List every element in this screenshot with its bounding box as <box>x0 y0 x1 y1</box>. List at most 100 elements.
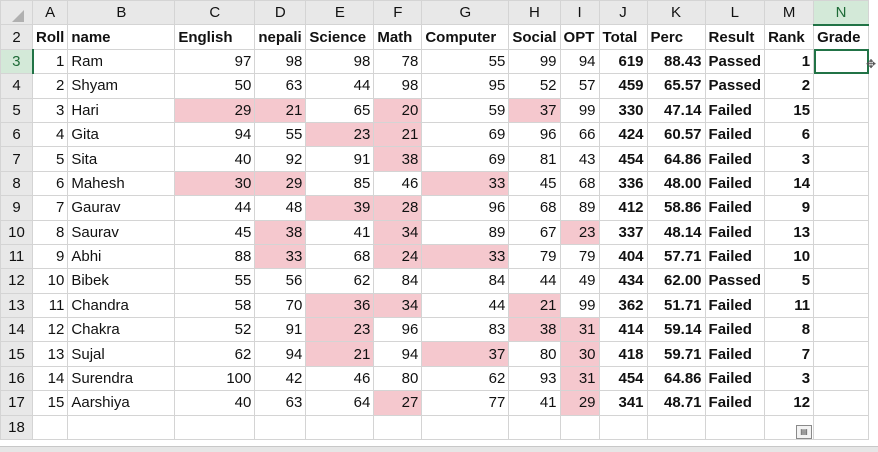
english-cell[interactable]: 100 <box>174 365 256 392</box>
result-cell[interactable]: Failed <box>704 219 766 245</box>
social-cell[interactable]: 67 <box>508 219 561 245</box>
row-header-14[interactable]: 14 <box>0 317 33 343</box>
grade-cell[interactable] <box>813 390 870 416</box>
grade-cell[interactable] <box>813 219 870 245</box>
name-cell[interactable]: Surendra <box>67 365 176 392</box>
computer-cell[interactable]: 77 <box>421 390 510 416</box>
science-cell[interactable]: 85 <box>305 170 375 197</box>
grade-cell[interactable] <box>813 341 870 367</box>
name-cell[interactable]: Abhi <box>67 243 176 270</box>
total-cell[interactable]: 434 <box>598 268 648 294</box>
total-cell[interactable]: 404 <box>598 243 648 270</box>
empty-cell[interactable] <box>646 414 706 441</box>
result-cell[interactable]: Failed <box>704 390 766 416</box>
math-cell[interactable]: 28 <box>373 195 423 221</box>
perc-cell[interactable]: 64.86 <box>646 146 706 172</box>
column-header-d[interactable]: D <box>254 0 307 26</box>
total-cell[interactable]: 459 <box>598 73 648 99</box>
perc-cell[interactable]: 47.14 <box>646 97 706 123</box>
empty-cell[interactable] <box>305 414 375 441</box>
name-cell[interactable]: Mahesh <box>67 170 176 197</box>
name-cell[interactable]: Shyam <box>67 73 176 99</box>
rank-cell[interactable]: 7 <box>764 341 815 367</box>
empty-cell[interactable] <box>559 414 600 441</box>
english-cell[interactable]: 40 <box>174 390 256 416</box>
name-cell[interactable]: Gaurav <box>67 195 176 221</box>
paste-options-icon[interactable]: ▤ <box>796 425 812 439</box>
rank-cell[interactable]: 11 <box>764 292 815 319</box>
column-header-a[interactable]: A <box>31 0 69 26</box>
row-header-9[interactable]: 9 <box>0 195 33 221</box>
science-cell[interactable]: 91 <box>305 146 375 172</box>
opt-cell[interactable]: 23 <box>559 219 600 245</box>
nepali-cell[interactable]: 63 <box>254 73 307 99</box>
total-cell[interactable]: 362 <box>598 292 648 319</box>
header-cell-roll[interactable]: Roll <box>31 24 69 50</box>
row-header-2[interactable]: 2 <box>0 24 33 50</box>
grade-cell[interactable] <box>813 73 870 99</box>
header-cell-english[interactable]: English <box>174 24 256 50</box>
row-header-8[interactable]: 8 <box>0 170 33 197</box>
row-header-13[interactable]: 13 <box>0 292 33 319</box>
english-cell[interactable]: 29 <box>174 97 256 123</box>
empty-cell[interactable] <box>67 414 176 441</box>
name-cell[interactable]: Hari <box>67 97 176 123</box>
english-cell[interactable]: 50 <box>174 73 256 99</box>
nepali-cell[interactable]: 63 <box>254 390 307 416</box>
roll-cell[interactable]: 13 <box>31 341 69 367</box>
header-cell-math[interactable]: Math <box>373 24 423 50</box>
roll-cell[interactable]: 1 <box>31 48 69 75</box>
english-cell[interactable]: 44 <box>174 195 256 221</box>
roll-cell[interactable]: 10 <box>31 268 69 294</box>
english-cell[interactable]: 45 <box>174 219 256 245</box>
total-cell[interactable]: 330 <box>598 97 648 123</box>
opt-cell[interactable]: 66 <box>559 121 600 148</box>
roll-cell[interactable]: 3 <box>31 97 69 123</box>
opt-cell[interactable]: 49 <box>559 268 600 294</box>
grade-cell[interactable] <box>813 268 870 294</box>
roll-cell[interactable]: 6 <box>31 170 69 197</box>
computer-cell[interactable]: 62 <box>421 365 510 392</box>
result-cell[interactable]: Failed <box>704 317 766 343</box>
math-cell[interactable]: 84 <box>373 268 423 294</box>
opt-cell[interactable]: 99 <box>559 292 600 319</box>
roll-cell[interactable]: 2 <box>31 73 69 99</box>
nepali-cell[interactable]: 21 <box>254 97 307 123</box>
math-cell[interactable]: 96 <box>373 317 423 343</box>
perc-cell[interactable]: 88.43 <box>646 48 706 75</box>
result-cell[interactable]: Failed <box>704 341 766 367</box>
computer-cell[interactable]: 33 <box>421 170 510 197</box>
computer-cell[interactable]: 33 <box>421 243 510 270</box>
social-cell[interactable]: 81 <box>508 146 561 172</box>
nepali-cell[interactable]: 48 <box>254 195 307 221</box>
english-cell[interactable]: 88 <box>174 243 256 270</box>
name-cell[interactable]: Chakra <box>67 317 176 343</box>
header-cell-social[interactable]: Social <box>508 24 561 50</box>
math-cell[interactable]: 46 <box>373 170 423 197</box>
header-cell-grade[interactable]: Grade <box>813 24 870 50</box>
row-header-12[interactable]: 12 <box>0 268 33 294</box>
nepali-cell[interactable]: 29 <box>254 170 307 197</box>
row-header-10[interactable]: 10 <box>0 219 33 245</box>
nepali-cell[interactable]: 33 <box>254 243 307 270</box>
math-cell[interactable]: 98 <box>373 73 423 99</box>
opt-cell[interactable]: 31 <box>559 365 600 392</box>
perc-cell[interactable]: 64.86 <box>646 365 706 392</box>
science-cell[interactable]: 21 <box>305 341 375 367</box>
perc-cell[interactable]: 51.71 <box>646 292 706 319</box>
math-cell[interactable]: 80 <box>373 365 423 392</box>
computer-cell[interactable]: 59 <box>421 97 510 123</box>
opt-cell[interactable]: 79 <box>559 243 600 270</box>
row-header-16[interactable]: 16 <box>0 365 33 392</box>
computer-cell[interactable]: 83 <box>421 317 510 343</box>
science-cell[interactable]: 39 <box>305 195 375 221</box>
opt-cell[interactable]: 43 <box>559 146 600 172</box>
name-cell[interactable]: Saurav <box>67 219 176 245</box>
empty-cell[interactable] <box>254 414 307 441</box>
header-cell-science[interactable]: Science <box>305 24 375 50</box>
row-header-6[interactable]: 6 <box>0 121 33 148</box>
result-cell[interactable]: Failed <box>704 97 766 123</box>
column-header-f[interactable]: F <box>373 0 423 26</box>
perc-cell[interactable]: 48.00 <box>646 170 706 197</box>
